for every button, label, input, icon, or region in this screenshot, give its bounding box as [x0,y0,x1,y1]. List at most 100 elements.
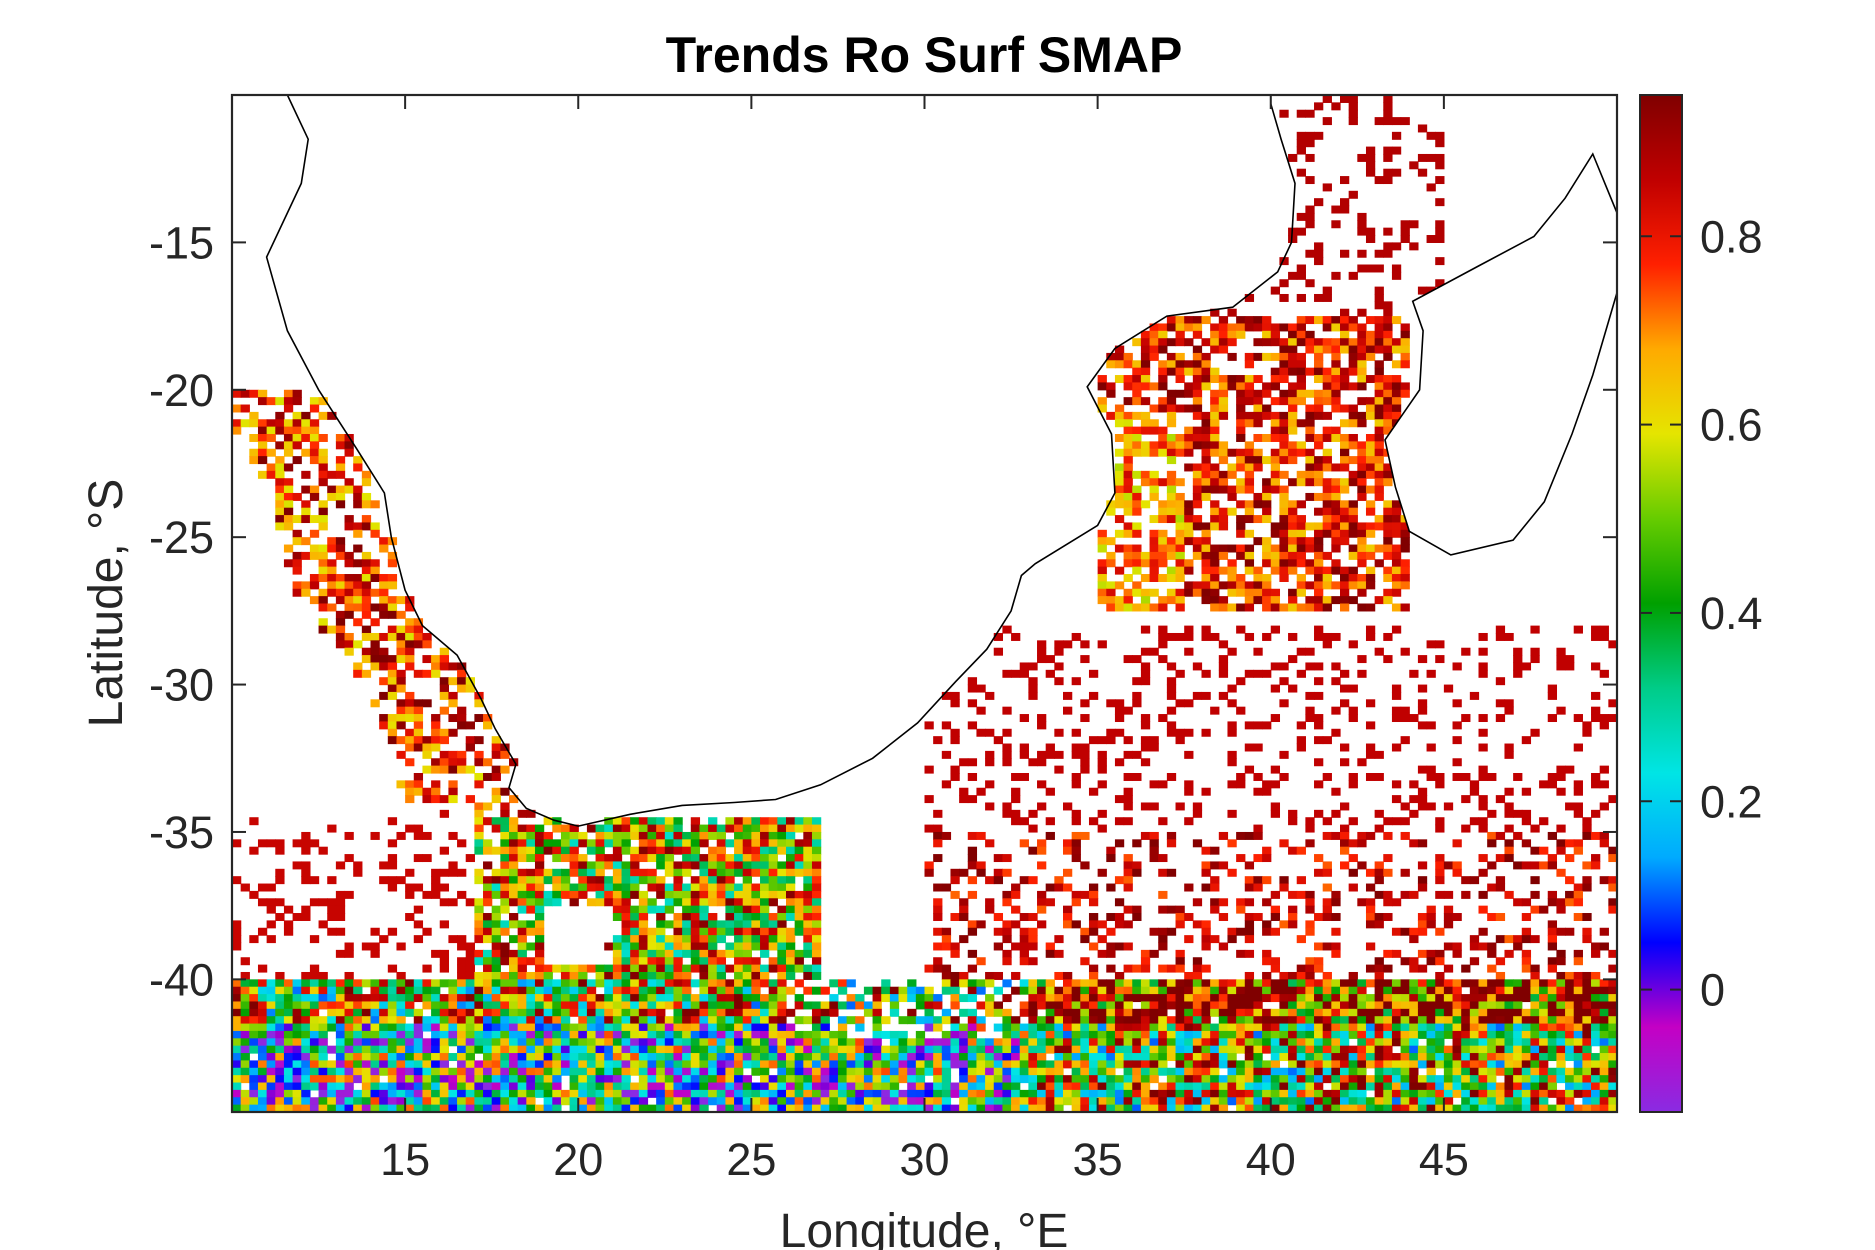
heat-cell [924,964,934,973]
heat-cell [690,1008,701,1017]
heat-cell [1262,1008,1272,1017]
heat-cell [457,971,467,980]
heat-cell [941,971,952,980]
heat-cell [1002,994,1012,1003]
heat-cell [751,971,761,980]
heat-cell [422,964,432,973]
heat-cell [1288,1030,1298,1039]
heat-cell [552,839,562,848]
heat-cell [1314,581,1324,590]
heat-cell [1504,839,1514,848]
heat-cell [760,935,770,944]
heat-cell [1322,736,1332,745]
heat-cell [1279,876,1289,885]
heat-cell [1218,662,1229,671]
heat-cell [1400,227,1410,236]
heat-cell [1253,721,1263,730]
heat-cell [1080,957,1090,966]
heat-cell [682,1001,692,1010]
heat-cell [1288,979,1298,988]
heat-cell [318,1016,328,1025]
heat-cell [1565,854,1575,863]
heat-cell [768,957,778,966]
heat-cell [1365,1045,1376,1054]
heat-cell [1201,448,1211,457]
heat-cell [1192,500,1203,509]
heat-cell [1227,603,1237,612]
heat-cell [760,868,770,877]
heat-cell [1270,625,1281,634]
heat-cell [534,913,545,921]
heat-cell [1400,979,1410,988]
heat-cell [534,831,545,840]
heat-cell [708,1016,718,1025]
heat-cell [517,1045,527,1054]
heat-cell [266,1001,276,1010]
heat-cell [292,979,302,988]
heat-cell [1140,596,1151,605]
heat-cell [1305,927,1315,936]
heat-cell [638,831,649,840]
heat-cell [1573,949,1583,958]
heat-cell [396,942,406,951]
heat-cell [1591,994,1601,1003]
heat-cell [708,890,718,899]
heat-cell [1080,1053,1090,1062]
heat-cell [439,677,450,686]
heat-cell [413,787,424,796]
heat-cell [604,1001,614,1010]
heat-cell [1210,470,1220,479]
heat-cell [1296,721,1306,730]
heat-cell [1374,1008,1384,1017]
heat-cell [803,942,813,951]
heat-cell [379,691,389,700]
heat-cell [1019,1045,1029,1054]
heat-cell [621,949,631,958]
heat-cell [1314,758,1324,767]
heat-cell [1097,1016,1107,1025]
heat-cell [1253,515,1263,524]
heat-cell [370,566,380,575]
heat-cell [1071,809,1081,818]
heat-cell [1218,551,1229,560]
heat-cell [465,942,475,951]
heat-cell [361,492,372,501]
heat-cell [941,1030,952,1039]
heat-cell [699,1053,709,1062]
heat-cell [716,957,727,966]
heat-cell [786,876,796,885]
heat-cell [257,1016,268,1025]
heat-cell [751,898,761,907]
heat-cell [803,920,813,929]
heat-cell [811,868,822,877]
heat-cell [621,920,631,929]
heat-cell [1383,868,1393,877]
heat-cell [560,839,571,848]
heat-cell [405,1023,415,1032]
heat-cell [699,935,709,944]
heat-cell [708,1023,718,1032]
heat-cell [1175,537,1185,546]
heat-cell [1158,434,1168,442]
heat-cell [716,927,727,936]
heat-cell [950,1030,960,1039]
heat-cell [1435,1053,1445,1062]
heat-cell [621,898,631,907]
heat-cell [967,677,978,686]
heat-cell [1599,714,1609,723]
heat-cell [379,655,389,664]
heat-cell [1140,419,1151,428]
heat-cell [1184,780,1194,789]
heat-cell [431,743,441,752]
heat-cell [1132,448,1142,457]
heat-cell [1357,212,1367,221]
heat-cell [985,802,995,811]
heat-cell [1400,927,1410,936]
heat-cell [1149,1030,1159,1039]
heat-cell [1201,994,1211,1003]
heat-cell [1262,411,1272,420]
heat-cell [309,448,320,457]
heat-cell [1158,404,1168,413]
heat-cell [682,854,692,863]
heat-cell [309,898,320,907]
